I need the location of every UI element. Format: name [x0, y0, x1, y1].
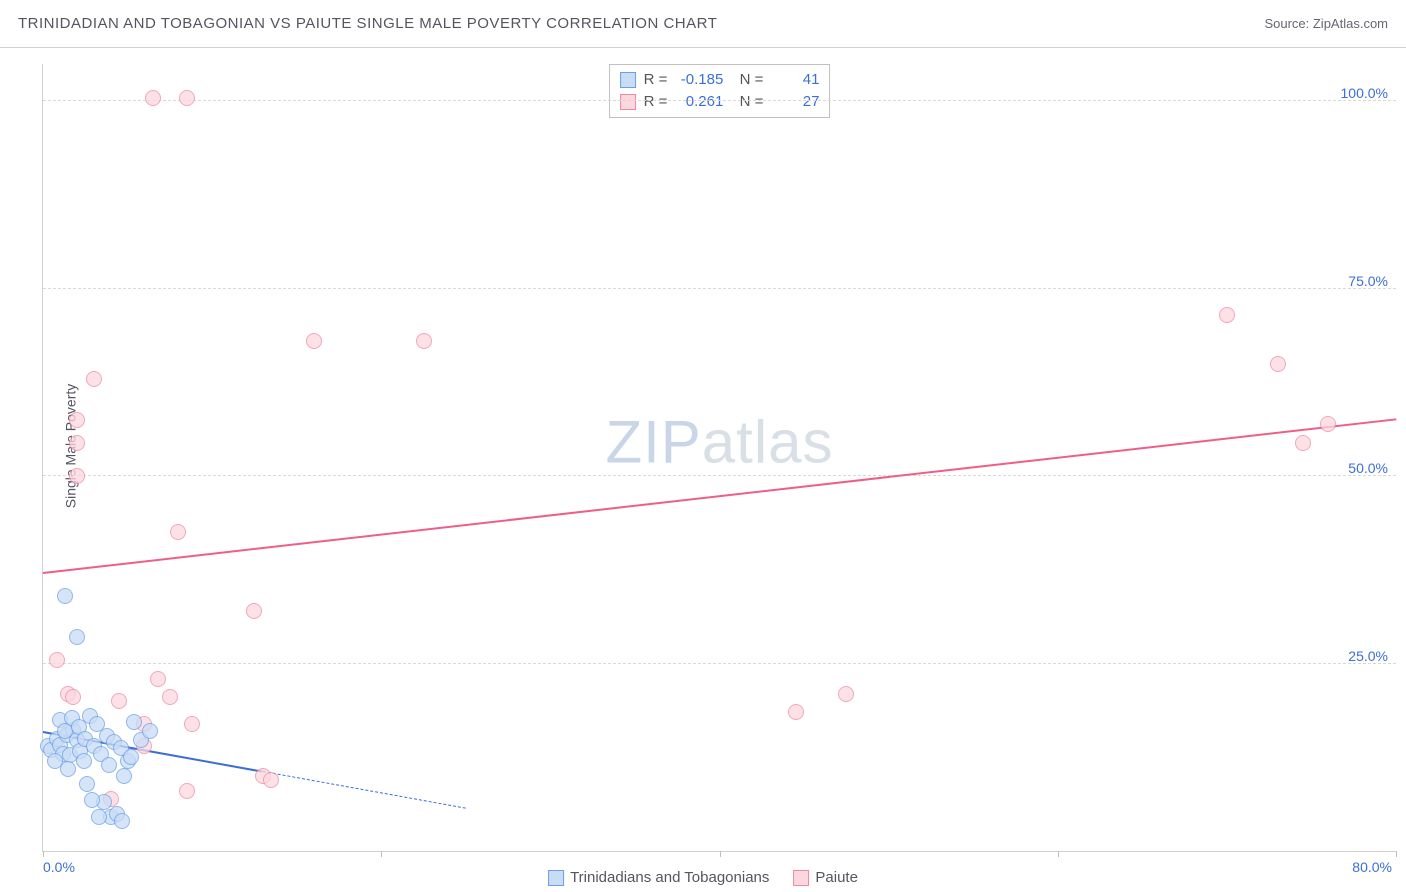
xtick-label-max: 80.0% — [1352, 859, 1392, 875]
ytick-label: 100.0% — [1341, 85, 1388, 101]
plot-area: ZIPatlas R = -0.185 N = 41 R = 0.261 N =… — [42, 64, 1396, 852]
data-point — [116, 768, 132, 784]
data-point — [142, 723, 158, 739]
swatch-series2 — [620, 94, 636, 110]
source-label: Source: ZipAtlas.com — [1264, 16, 1388, 31]
n-value-series1: 41 — [771, 69, 819, 91]
data-point — [416, 333, 432, 349]
chart-title: TRINIDADIAN AND TOBAGONIAN VS PAIUTE SIN… — [18, 15, 717, 32]
gridline — [43, 288, 1396, 289]
data-point — [145, 90, 161, 106]
r-value-series2: 0.261 — [675, 91, 723, 113]
data-point — [1270, 356, 1286, 372]
trendline-dashed — [263, 771, 466, 809]
xtick — [43, 851, 44, 857]
xtick — [1058, 851, 1059, 857]
n-label: N = — [731, 91, 763, 113]
watermark: ZIPatlas — [605, 407, 833, 476]
correlation-stats-box: R = -0.185 N = 41 R = 0.261 N = 27 — [609, 64, 831, 118]
data-point — [69, 629, 85, 645]
data-point — [114, 813, 130, 829]
xtick — [1396, 851, 1397, 857]
data-point — [84, 792, 100, 808]
data-point — [126, 714, 142, 730]
legend-item-series1: Trinidadians and Tobagonians — [548, 869, 769, 886]
gridline — [43, 100, 1396, 101]
data-point — [57, 588, 73, 604]
bottom-legend: Trinidadians and Tobagonians Paiute — [548, 869, 858, 886]
data-point — [49, 652, 65, 668]
xtick — [381, 851, 382, 857]
data-point — [79, 776, 95, 792]
gridline — [43, 663, 1396, 664]
legend-swatch-series1 — [548, 870, 564, 886]
ytick-label: 75.0% — [1348, 273, 1388, 289]
data-point — [69, 412, 85, 428]
xtick-label-min: 0.0% — [43, 859, 75, 875]
data-point — [60, 761, 76, 777]
data-point — [306, 333, 322, 349]
r-label: R = — [644, 69, 668, 91]
stats-row-series1: R = -0.185 N = 41 — [620, 69, 820, 91]
ytick-label: 50.0% — [1348, 460, 1388, 476]
r-value-series1: -0.185 — [675, 69, 723, 91]
data-point — [86, 371, 102, 387]
legend-label-series2: Paiute — [815, 869, 858, 886]
data-point — [65, 689, 81, 705]
data-point — [184, 716, 200, 732]
data-point — [1219, 307, 1235, 323]
data-point — [76, 753, 92, 769]
swatch-series1 — [620, 72, 636, 88]
trendline — [43, 418, 1396, 574]
data-point — [162, 689, 178, 705]
data-point — [788, 704, 804, 720]
legend-swatch-series2 — [793, 870, 809, 886]
data-point — [69, 435, 85, 451]
legend-item-series2: Paiute — [793, 869, 858, 886]
data-point — [179, 90, 195, 106]
stats-row-series2: R = 0.261 N = 27 — [620, 91, 820, 113]
n-label: N = — [731, 69, 763, 91]
data-point — [111, 693, 127, 709]
data-point — [101, 757, 117, 773]
ytick-label: 25.0% — [1348, 648, 1388, 664]
data-point — [1320, 416, 1336, 432]
xtick — [720, 851, 721, 857]
data-point — [246, 603, 262, 619]
n-value-series2: 27 — [771, 91, 819, 113]
data-point — [69, 468, 85, 484]
data-point — [263, 772, 279, 788]
data-point — [150, 671, 166, 687]
data-point — [123, 749, 139, 765]
data-point — [89, 716, 105, 732]
r-label: R = — [644, 91, 668, 113]
data-point — [838, 686, 854, 702]
data-point — [91, 809, 107, 825]
data-point — [170, 524, 186, 540]
data-point — [179, 783, 195, 799]
data-point — [1295, 435, 1311, 451]
chart-header: TRINIDADIAN AND TOBAGONIAN VS PAIUTE SIN… — [0, 0, 1406, 48]
legend-label-series1: Trinidadians and Tobagonians — [570, 869, 769, 886]
gridline — [43, 475, 1396, 476]
